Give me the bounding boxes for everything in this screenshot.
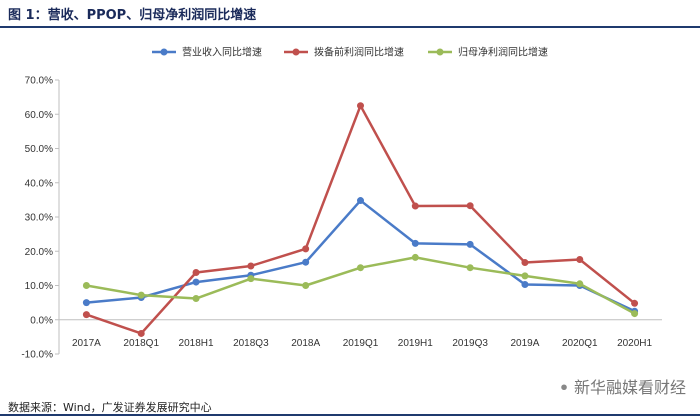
x-tick-label: 2019A [510,338,539,349]
y-tick-label: -10.0% [21,350,53,361]
data-point [137,291,145,299]
data-point [357,264,364,272]
source-rule [0,414,700,416]
data-point [521,280,529,288]
data-point [82,299,90,307]
y-tick-label: 60.0% [25,110,53,121]
data-point [247,275,255,283]
legend: 营业收入同比增速 拨备前利润同比增速 归母净利润同比增速 [152,46,548,59]
y-tick-label: 10.0% [25,281,53,292]
x-tick-label: 2018H1 [179,338,214,349]
y-tick-label: 50.0% [25,144,53,155]
data-point [631,299,639,307]
data-point [357,197,364,205]
series-line [86,199,636,313]
data-point [302,245,310,253]
y-tick-label: 30.0% [25,213,53,224]
data-source: 数据来源：Wind，广发证券发展研究中心 [8,401,212,414]
series-line [86,104,636,335]
data-point [576,280,584,288]
data-point [466,202,474,210]
series-2 [82,102,639,337]
data-point [357,102,364,110]
data-point [192,295,200,303]
data-point [192,268,200,276]
x-tick-labels: 2017A 2018Q1 2018H1 2018Q3 2018A 2019Q1 2019H1… [72,338,653,349]
data-point [466,240,474,248]
data-point [247,262,255,270]
line-chart: 营业收入同比增速 拨备前利润同比增速 归母净利润同比增速 -10.0% 0.0% 10.… [21,46,662,361]
legend-label: 营业收入同比增速 [182,46,262,59]
x-tick-label: 2019Q1 [343,338,379,349]
x-tick-label: 2018Q1 [123,338,159,349]
data-point [521,259,529,267]
series-lines [82,102,639,337]
legend-swatch-marker [160,48,168,56]
watermark: ꔷ 新华融媒看财经 [560,374,686,398]
data-point [411,239,419,247]
y-tick-labels: -10.0% 0.0% 10.0% 20.0% 30.0% 40.0% 50.0% 60.0%… [21,76,59,361]
data-point [631,310,639,318]
data-point [576,255,584,263]
data-point [192,278,200,286]
y-tick-label: 20.0% [25,247,53,258]
legend-label: 归母净利润同比增速 [458,46,548,59]
data-point [302,258,310,266]
legend-swatch-marker [436,48,444,56]
data-point [302,282,310,289]
data-point [82,282,90,289]
data-point [466,264,474,272]
data-point [82,311,90,319]
legend-label: 拨备前利润同比增速 [314,46,404,59]
series-3 [82,253,639,318]
title-rule [0,26,700,28]
x-tick-label: 2020H1 [617,338,652,349]
x-tick-label: 2017A [72,338,101,349]
y-tick-label: 70.0% [25,76,53,87]
data-point [411,202,419,210]
y-tick-label: 40.0% [25,178,53,189]
x-tick-label: 2019H1 [398,338,433,349]
legend-swatch-marker [292,48,300,56]
x-tick-label: 2018A [291,338,320,349]
x-tick-label: 2019Q3 [452,338,488,349]
y-tick-label: 0.0% [30,315,53,326]
wechat-icon: ꔷ [560,378,568,397]
watermark-text: 新华融媒看财经 [573,378,686,397]
x-tick-label: 2018Q3 [233,338,269,349]
x-tick-label: 2020Q1 [562,338,598,349]
figure-title: 图 1：营收、PPOP、归母净利润同比增速 [8,8,257,23]
data-point [521,272,529,280]
data-point [411,253,419,261]
data-point [137,329,145,337]
